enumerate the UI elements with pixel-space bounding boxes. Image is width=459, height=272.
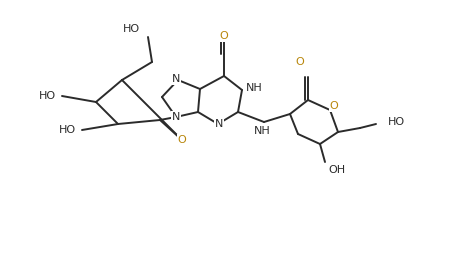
Text: HO: HO [59, 125, 76, 135]
Text: O: O [330, 101, 338, 111]
Text: HO: HO [39, 91, 56, 101]
Text: N: N [172, 112, 180, 122]
Text: NH: NH [254, 126, 270, 136]
Text: O: O [178, 135, 186, 145]
Text: HO: HO [123, 24, 140, 34]
Text: OH: OH [328, 165, 345, 175]
Text: O: O [296, 57, 304, 67]
Text: N: N [172, 74, 180, 84]
Text: N: N [215, 119, 223, 129]
Text: O: O [219, 31, 229, 41]
Text: HO: HO [388, 117, 405, 127]
Text: NH: NH [246, 83, 263, 93]
